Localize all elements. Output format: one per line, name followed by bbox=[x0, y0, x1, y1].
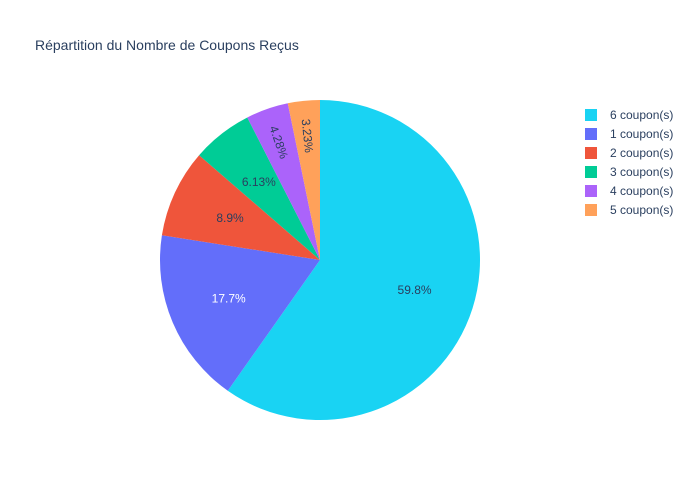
legend-label-1[interactable]: 6 coupon(s) bbox=[610, 108, 673, 122]
pie-slice-2[interactable] bbox=[159, 235, 320, 391]
legend-label-4[interactable]: 3 coupon(s) bbox=[610, 165, 673, 179]
pie-slice-5[interactable] bbox=[247, 103, 320, 260]
legend: 6 coupon(s) 1 coupon(s) 2 coupon(s) 3 coupo… bbox=[585, 108, 673, 217]
legend-swatch-4[interactable] bbox=[585, 166, 597, 178]
legend-swatch-6[interactable] bbox=[585, 204, 597, 216]
legend-label-6[interactable]: 5 coupon(s) bbox=[610, 203, 673, 217]
chart-title: Répartition du Nombre de Coupons Reçus bbox=[35, 37, 299, 53]
legend-swatch-5[interactable] bbox=[585, 185, 597, 197]
legend-swatch-1[interactable] bbox=[585, 109, 597, 121]
pie-slices bbox=[159, 100, 480, 420]
legend-swatch-2[interactable] bbox=[585, 128, 597, 140]
pie-labels: 59.8%17.7%8.9%6.13%4.28% 3.23% bbox=[212, 118, 432, 305]
pie-slice-1[interactable] bbox=[227, 100, 480, 420]
legend-label-5[interactable]: 4 coupon(s) bbox=[610, 184, 673, 198]
legend-label-3[interactable]: 2 coupon(s) bbox=[610, 146, 673, 160]
pie-slice-3[interactable] bbox=[161, 155, 320, 260]
pie-slice-4[interactable] bbox=[199, 117, 320, 260]
legend-label-2[interactable]: 1 coupon(s) bbox=[610, 127, 673, 141]
pie-label-2: 17.7% bbox=[212, 292, 246, 306]
legend-swatch-3[interactable] bbox=[585, 147, 597, 159]
pie-label-4: 6.13% bbox=[242, 175, 276, 189]
pie-label-3: 8.9% bbox=[216, 211, 244, 225]
pie-slice-6[interactable] bbox=[287, 100, 320, 260]
pie-label-1: 59.8% bbox=[398, 283, 432, 297]
pie-label-6: 3.23% bbox=[299, 118, 316, 154]
